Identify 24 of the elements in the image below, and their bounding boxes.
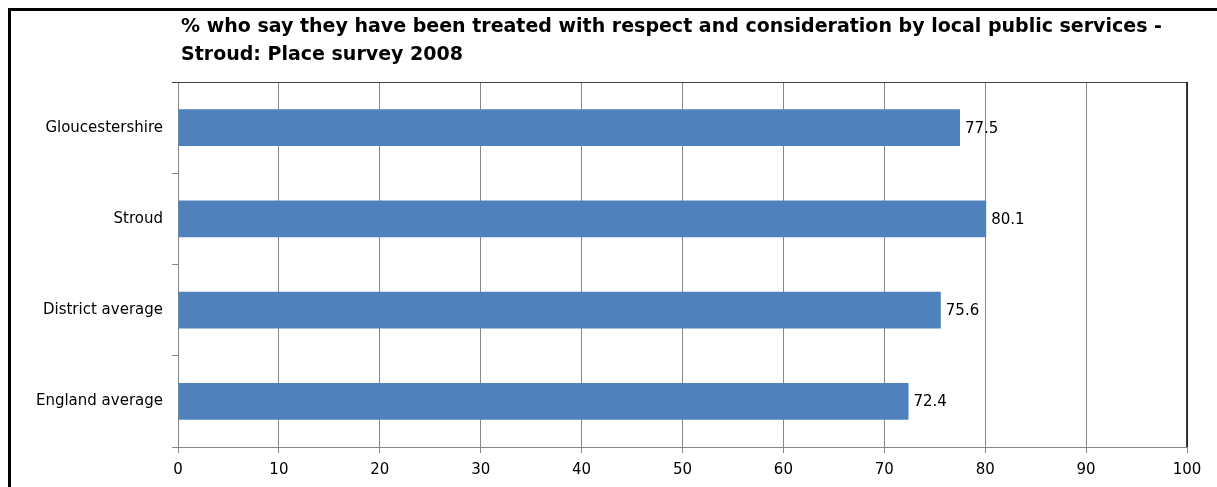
x-tick-label: 60 [773,459,793,478]
bar [178,200,987,238]
bar [178,291,941,329]
x-tick-label: 50 [672,459,693,478]
bar [178,109,960,147]
x-tick-label: 10 [269,459,289,478]
x-tick-label: 80 [975,459,995,478]
x-tick-label: 0 [173,459,183,478]
x-tick-label: 40 [572,459,592,478]
x-tick-label: 20 [370,459,390,478]
bar [178,382,909,420]
x-tick-label: 100 [1172,459,1202,478]
data-label: 75.6 [945,301,980,320]
y-tick-label: Stroud [113,208,163,227]
data-label: 80.1 [991,209,1025,228]
x-tick-label: 30 [471,459,491,478]
y-tick-label: England average [35,391,163,410]
x-tick-label: 90 [1076,459,1096,478]
y-tick-label: Gloucestershire [45,117,163,136]
y-tick-label: District average [42,300,163,319]
x-tick-label: 70 [874,459,894,478]
data-label: 72.4 [913,392,947,411]
chart-title: % who say they have been treated with respect and consideration by local public services - Stroud: Place survey 2008 [181,13,1163,66]
data-label: 77.5 [964,118,999,137]
